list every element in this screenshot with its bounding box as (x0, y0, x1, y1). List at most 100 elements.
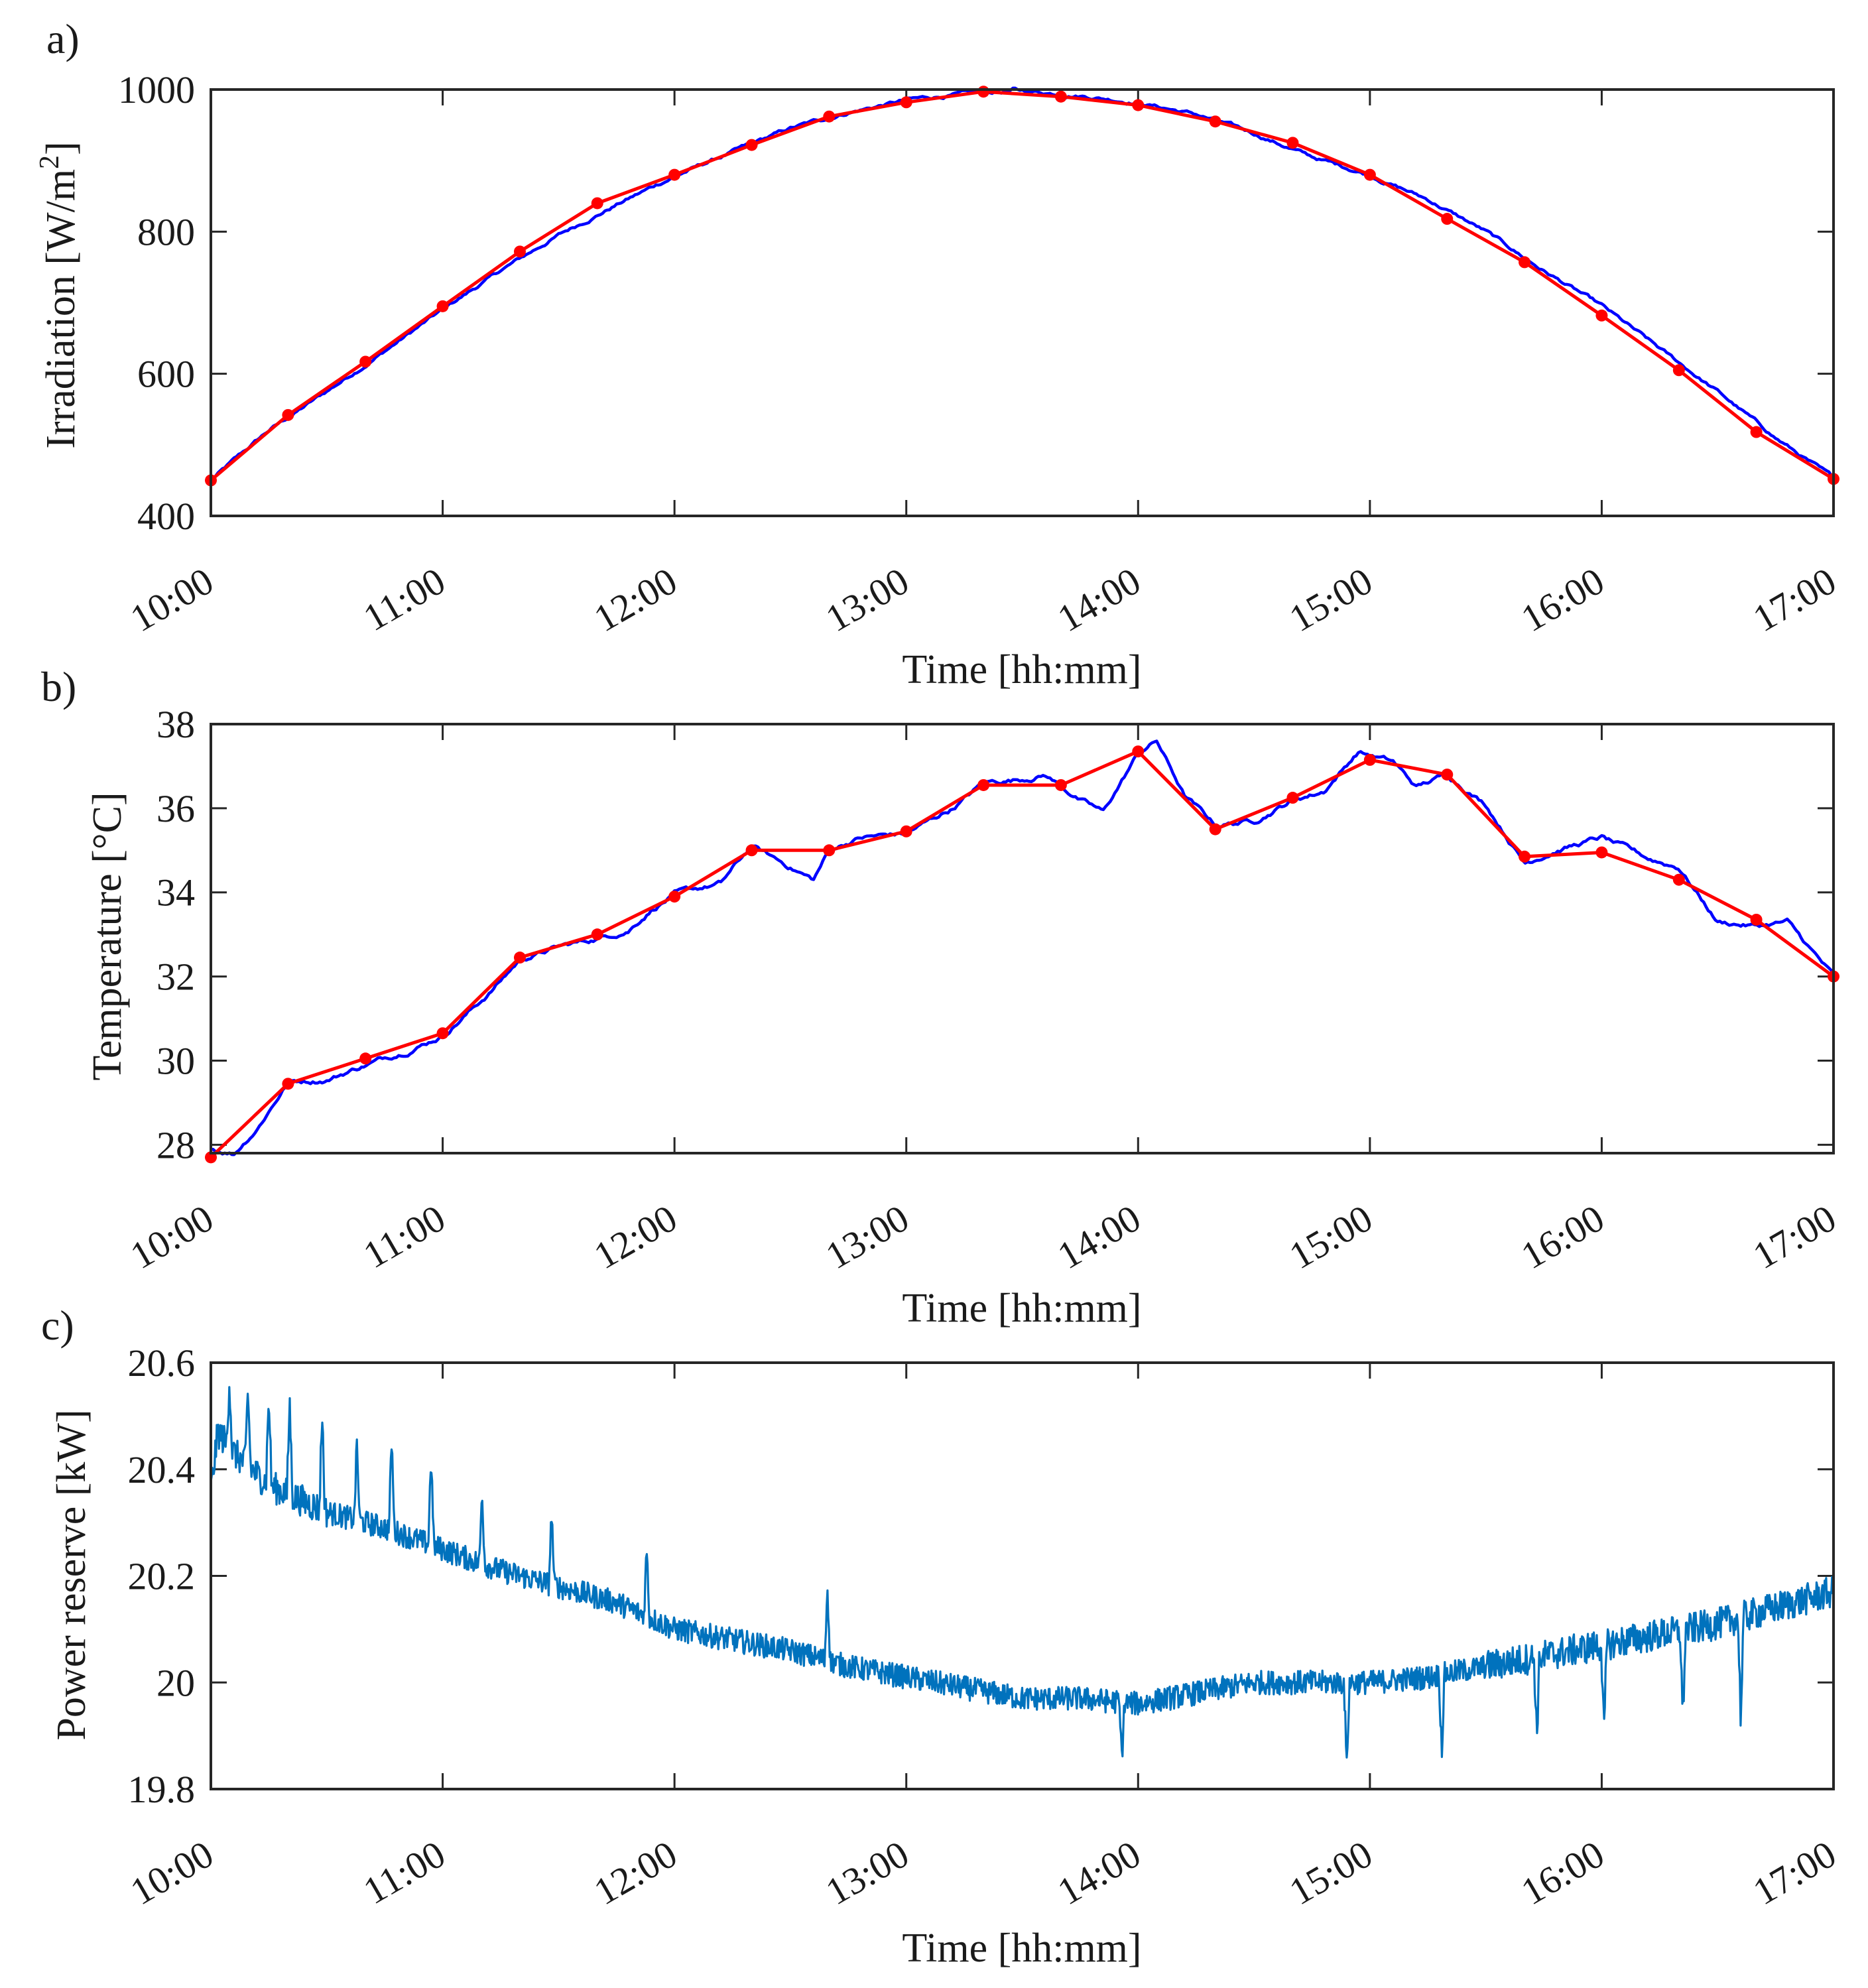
panel-c-ytick-label: 19.8 (128, 1768, 196, 1811)
panel-a-sampled-point (1132, 99, 1145, 111)
panel-a-sampled-point (1286, 137, 1299, 149)
panel-c-xlabel: Time [hh:mm] (902, 1926, 1141, 1971)
panel-b-ytick-label: 34 (156, 871, 195, 914)
panel-b-sampled-point (1595, 846, 1608, 859)
panel-a-sampled-point (513, 245, 526, 258)
panel-b-sampled-point (513, 952, 526, 964)
panel-b-series (205, 739, 1839, 1164)
panel-b-xtick-label: 10:00 (123, 1196, 221, 1277)
panel-b-sampled-point (1209, 823, 1221, 836)
panel-a-ylabel-sup: 2 (34, 155, 65, 169)
panel-a-plot-frame (210, 88, 1835, 517)
panel-b-xtick-label: 15:00 (1282, 1196, 1379, 1277)
panel-b-sampled-point (745, 844, 758, 857)
panel-c-ytick-label: 20.6 (128, 1341, 196, 1385)
panel-b-sampled-point (436, 1027, 449, 1040)
panel-a-irradiation: a) Irradiation [W/m2] 400 600 800 1000 10:0… (34, 15, 1843, 692)
panel-b-xtick-label: 11:00 (356, 1196, 452, 1276)
panel-c-series (210, 1386, 1835, 1759)
panel-b-sampled-point (977, 778, 990, 791)
panel-b-label: b) (41, 663, 76, 710)
panel-b-temperature: b) Temperature [°C] 28 30 32 34 36 38 10:00 11… (41, 663, 1843, 1331)
panel-a-sampled-point (1441, 213, 1454, 225)
panel-c-plot-frame (210, 1361, 1835, 1790)
panel-a-ytick-label: 1000 (118, 68, 195, 111)
panel-a-xtick-label: 14:00 (1050, 559, 1148, 640)
panel-b-sampled-point (1441, 769, 1454, 781)
panel-a-label: a) (46, 15, 80, 62)
panel-b-plot-frame (210, 723, 1835, 1154)
panel-b-sampled-point (1054, 778, 1067, 791)
panel-a-sampled-point (745, 139, 758, 151)
panel-b-sampled-point (668, 891, 681, 903)
panel-b-measured-line (210, 739, 1835, 1156)
panel-b-sampled-point (1132, 745, 1145, 758)
panel-b-ytick-label: 38 (156, 703, 195, 746)
panel-a-sampled-point (1519, 256, 1531, 269)
panel-a-sampled-point (1209, 115, 1221, 128)
panel-c-xtick-label: 13:00 (818, 1832, 916, 1913)
panel-c-xtick-label: 10:00 (123, 1832, 221, 1913)
panel-c-x-tick-labels: 10:00 11:00 12:00 13:00 14:00 15:00 16:00 17:00 (123, 1832, 1843, 1913)
panel-a-sampled-point (977, 86, 990, 98)
panel-c-label: c) (41, 1302, 74, 1349)
panel-a-sampled-point (668, 168, 681, 181)
panel-c-xtick-label: 15:00 (1282, 1832, 1379, 1913)
panel-a-y-tick-labels: 400 600 800 1000 (118, 68, 195, 538)
panel-b-x-tick-labels: 10:00 11:00 12:00 13:00 14:00 15:00 16:00 17:00 (123, 1196, 1843, 1277)
panel-a-sampled-point (282, 408, 294, 421)
panel-a-xlabel: Time [hh:mm] (902, 647, 1141, 692)
panel-a-xtick-label: 10:00 (123, 559, 221, 640)
panel-a-xtick-label: 11:00 (356, 559, 452, 639)
panel-c-xtick-label: 12:00 (587, 1832, 684, 1913)
panel-a-ytick-label: 800 (137, 210, 195, 253)
panel-c-y-tick-labels: 19.8 20 20.2 20.4 20.6 (128, 1341, 196, 1811)
panel-b-sampled-point (1750, 913, 1763, 926)
panel-b-ytick-label: 32 (156, 956, 195, 999)
panel-b-ytick-label: 30 (156, 1039, 195, 1082)
panel-c-ylabel: Power reserve [kW] (49, 1409, 94, 1740)
panel-a-sampled-point (1595, 309, 1608, 322)
panel-b-sampled-line (210, 749, 1835, 1159)
panel-b-ticks (210, 723, 1835, 1153)
panel-a-sampled-point (359, 355, 372, 368)
panel-b-sampled-point (591, 928, 603, 941)
panel-c-xtick-label: 11:00 (356, 1832, 452, 1912)
panel-b-sampled-point (1519, 850, 1531, 863)
panel-b-sampled-point (900, 825, 912, 838)
panel-c-xtick-label: 17:00 (1746, 1832, 1843, 1913)
panel-c-ticks (210, 1361, 1835, 1790)
panel-a-ylabel-end: ] (38, 141, 84, 155)
panel-a-xtick-label: 12:00 (587, 559, 684, 640)
panel-b-xlabel: Time [hh:mm] (902, 1286, 1141, 1331)
panel-a-measured-line (210, 86, 1835, 481)
panel-c-ytick-label: 20.4 (128, 1448, 196, 1491)
panel-a-xtick-label: 15:00 (1282, 559, 1379, 640)
panel-b-sampled-point (359, 1052, 372, 1065)
panel-c-ytick-label: 20.2 (128, 1555, 196, 1598)
panel-a-sampled-point (900, 96, 912, 109)
panel-b-xtick-label: 14:00 (1050, 1196, 1148, 1277)
panel-c-power-reserve-line (210, 1386, 1835, 1759)
panel-a-sampled-point (591, 197, 603, 210)
panel-a-xtick-label: 17:00 (1746, 559, 1843, 640)
panel-b-xtick-label: 13:00 (818, 1196, 916, 1277)
panel-c-xtick-label: 16:00 (1514, 1832, 1611, 1913)
panel-a-sampled-point (823, 110, 836, 123)
panel-a-sampled-point (1672, 364, 1685, 377)
panel-c-ytick-label: 20 (156, 1661, 195, 1704)
panel-b-sampled-point (1286, 792, 1299, 804)
panel-b-xtick-label: 12:00 (587, 1196, 684, 1277)
panel-a-ylabel-main: Irradiation [W/m (38, 169, 84, 449)
panel-a-sampled-point (1363, 168, 1376, 181)
panel-b-ylabel: Temperature [°C] (85, 792, 130, 1080)
panel-a-x-tick-labels: 10:00 11:00 12:00 13:00 14:00 15:00 16:00 17:00 (123, 559, 1843, 640)
panel-b-xtick-label: 17:00 (1746, 1196, 1843, 1277)
panel-a-ytick-label: 600 (137, 353, 195, 396)
panel-b-xtick-label: 16:00 (1514, 1196, 1611, 1277)
panel-b-sampled-point (1363, 753, 1376, 766)
panel-a-sampled-line (210, 90, 1835, 482)
panel-b-sampled-point (282, 1078, 294, 1090)
panel-c-xtick-label: 14:00 (1050, 1832, 1148, 1913)
